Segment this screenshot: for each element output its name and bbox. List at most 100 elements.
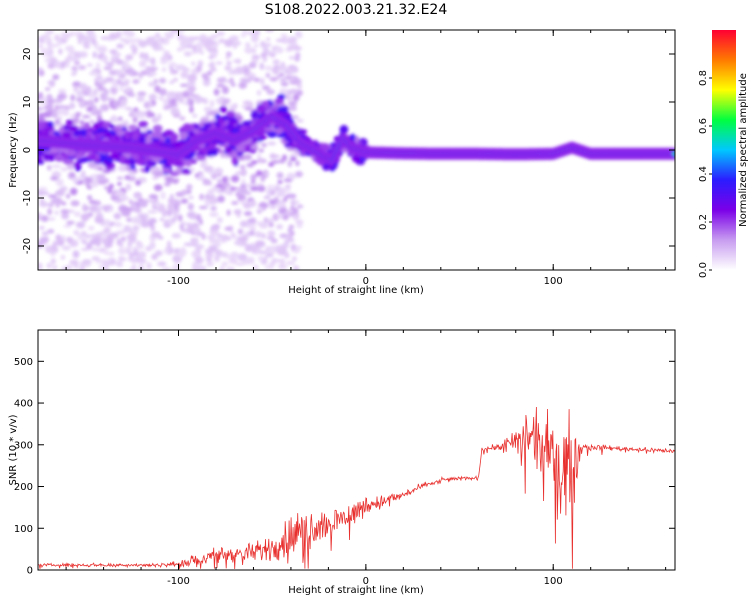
heatmap-noise-cell (52, 197, 63, 204)
heatmap-noise-cell (76, 33, 87, 42)
x-tick-label: -100 (167, 576, 190, 587)
heatmap-noise-cell (49, 57, 58, 64)
heatmap-noise-cell (73, 211, 81, 217)
heatmap-noise-cell (198, 218, 204, 226)
heatmap-scatter-cell (189, 133, 196, 138)
heatmap-noise-cell (98, 264, 107, 270)
heatmap-noise-cell (205, 111, 214, 116)
heatmap-noise-cell (230, 232, 236, 239)
heatmap-noise-cell (73, 85, 79, 93)
heatmap-noise-cell (279, 265, 288, 269)
heatmap-noise-cell (176, 166, 182, 172)
heatmap-noise-cell (280, 82, 289, 87)
heatmap-noise-cell (279, 64, 287, 72)
heatmap-noise-cell (235, 58, 242, 64)
heatmap-noise-cell (190, 214, 198, 220)
heatmap-noise-cell (292, 256, 297, 261)
heatmap-noise-cell (240, 164, 246, 170)
heatmap-scatter-cell (182, 159, 192, 165)
heatmap-noise-cell (195, 65, 203, 72)
heatmap-noise-cell (210, 34, 219, 39)
heatmap-noise-cell (262, 56, 268, 62)
heatmap-noise-cell (148, 66, 159, 71)
heatmap-noise-cell (266, 236, 275, 240)
heatmap-noise-cell (226, 61, 232, 65)
heatmap-noise-cell (149, 241, 156, 250)
heatmap-noise-cell (198, 34, 208, 43)
heatmap-noise-cell (215, 183, 224, 188)
colorbar-tick-label: 0.8 (698, 70, 709, 86)
heatmap-noise-cell (108, 232, 119, 239)
heatmap-scatter-cell (162, 167, 171, 173)
heatmap-scatter-cell (106, 157, 113, 163)
heatmap-scatter-cell (173, 160, 185, 167)
heatmap-noise-cell (169, 193, 174, 202)
heatmap-noise-cell (242, 154, 253, 161)
heatmap-noise-cell (64, 265, 73, 270)
heatmap-noise-cell (88, 205, 98, 213)
heatmap-noise-cell (179, 223, 185, 230)
heatmap-scatter-cell (146, 129, 153, 135)
heatmap-noise-cell (152, 205, 157, 210)
heatmap-noise-cell (189, 106, 194, 114)
heatmap-noise-cell (88, 199, 97, 205)
heatmap-noise-cell (64, 45, 75, 52)
heatmap-noise-cell (274, 46, 284, 54)
heatmap-noise-cell (154, 250, 163, 257)
heatmap-scatter-cell (178, 131, 189, 139)
heatmap-scatter-cell (231, 156, 238, 165)
y-tick-label: -10 (22, 190, 33, 206)
heatmap-noise-cell (38, 107, 44, 111)
heatmap-noise-cell (214, 167, 224, 175)
heatmap-noise-cell (269, 76, 278, 82)
heatmap-noise-cell (273, 65, 279, 69)
heatmap-noise-cell (281, 207, 287, 213)
heatmap-noise-cell (222, 176, 227, 184)
heatmap-noise-cell (171, 217, 177, 222)
heatmap-noise-cell (242, 30, 247, 35)
heatmap-noise-cell (195, 244, 205, 250)
heatmap-noise-cell (249, 230, 255, 237)
heatmap-noise-cell (290, 243, 296, 251)
heatmap-noise-cell (133, 195, 140, 200)
heatmap-noise-cell (289, 80, 299, 85)
heatmap-noise-cell (199, 193, 204, 201)
heatmap-noise-cell (56, 39, 62, 47)
heatmap-noise-cell (251, 248, 257, 253)
heatmap-noise-cell (69, 187, 78, 196)
heatmap-noise-cell (229, 77, 234, 84)
heatmap-noise-cell (276, 171, 284, 179)
heatmap-scatter-cell (127, 124, 138, 131)
heatmap-noise-cell (163, 182, 171, 187)
heatmap-noise-cell (283, 196, 288, 202)
heatmap-noise-cell (97, 86, 107, 92)
heatmap-noise-cell (194, 267, 201, 270)
heatmap-noise-cell (104, 76, 115, 83)
heatmap-noise-cell (154, 32, 161, 38)
heatmap-noise-cell (226, 209, 231, 216)
heatmap-noise-cell (100, 259, 111, 263)
heatmap-noise-cell (268, 222, 274, 228)
x-tick-label: 0 (363, 576, 369, 587)
heatmap-noise-cell (108, 32, 119, 40)
heatmap-noise-cell (259, 77, 265, 86)
heatmap-noise-cell (295, 160, 300, 167)
heatmap-noise-cell (81, 239, 88, 245)
heatmap-noise-cell (42, 36, 53, 42)
colorbar-label: Normalized spectral amplitude (738, 73, 749, 227)
snr-frame (37, 329, 676, 571)
heatmap-scatter-cell (206, 145, 216, 150)
heatmap-noise-cell (206, 39, 216, 46)
heatmap-noise-cell (152, 176, 159, 180)
heatmap-noise-cell (263, 220, 270, 224)
heatmap-noise-cell (63, 108, 70, 117)
heatmap-noise-cell (169, 80, 175, 85)
heatmap-noise-cell (267, 141, 277, 146)
colorbar-tick-label: 0.4 (698, 166, 709, 182)
heatmap-noise-cell (38, 226, 45, 230)
heatmap-noise-cell (145, 36, 155, 45)
heatmap-noise-cell (158, 96, 164, 101)
heatmap-noise-cell (211, 231, 220, 237)
heatmap-noise-cell (124, 58, 129, 66)
heatmap-noise-cell (237, 253, 248, 262)
